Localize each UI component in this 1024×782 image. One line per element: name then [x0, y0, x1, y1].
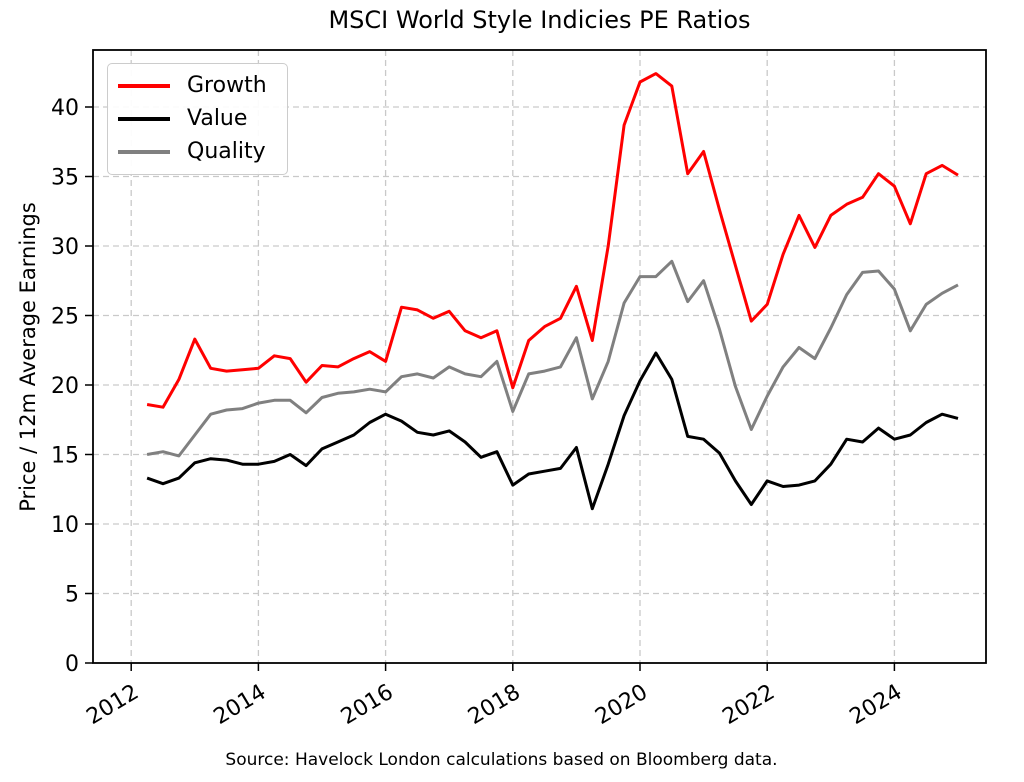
y-tick-label: 40: [51, 96, 79, 121]
y-tick-label: 20: [51, 374, 79, 399]
series-growth-line: [146, 72, 959, 409]
y-tick-label: 30: [51, 235, 79, 260]
legend-item-quality: Quality: [118, 139, 267, 165]
y-tick-label: 25: [51, 304, 79, 329]
chart-title: MSCI World Style Indicies PE Ratios: [328, 6, 751, 34]
y-tick-label: 35: [51, 165, 79, 190]
legend-line-swatch-value: [118, 117, 170, 121]
plot-frame: [92, 49, 987, 664]
source-note: Source: Havelock London calculations bas…: [225, 750, 778, 770]
legend-line-swatch-quality: [118, 150, 170, 154]
y-tick-label: 5: [65, 582, 79, 607]
legend-label-quality: Quality: [187, 139, 266, 164]
x-tick-label: 2022: [718, 680, 779, 730]
series-value-line: [146, 351, 959, 511]
x-tick-label: 2018: [464, 680, 525, 730]
legend-label-value: Value: [187, 106, 248, 131]
x-tick-label: 2016: [337, 680, 398, 730]
x-tick-label: 2012: [82, 680, 143, 730]
legend-line-swatch-growth: [118, 84, 170, 88]
x-tick-label: 2024: [846, 680, 907, 730]
series-quality-line: [146, 259, 959, 458]
legend-item-value: Value: [118, 106, 267, 132]
x-tick-label: 2020: [591, 680, 652, 730]
y-tick-label: 10: [51, 513, 79, 538]
y-tick-label: 0: [65, 652, 79, 677]
x-tick-label: 2014: [210, 680, 271, 730]
legend-item-growth: Growth: [118, 73, 267, 99]
legend: Growth Value Quality: [107, 63, 288, 175]
legend-label-growth: Growth: [187, 73, 267, 98]
y-tick-label: 15: [51, 443, 79, 468]
